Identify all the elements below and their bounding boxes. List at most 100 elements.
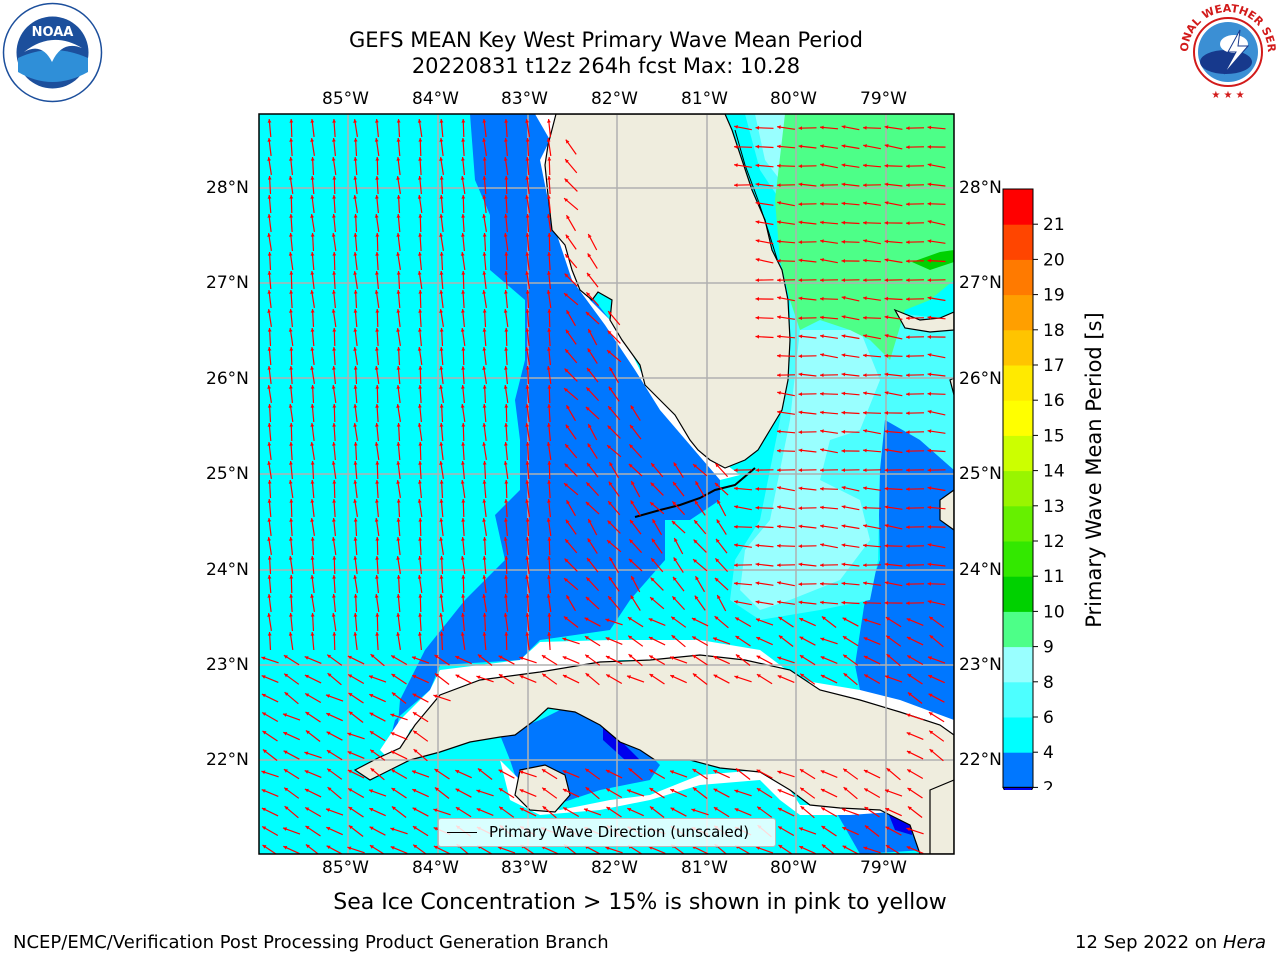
wave-arrow-head [353, 594, 358, 598]
wave-arrow-head [369, 675, 373, 679]
wave-arrow-head [906, 164, 910, 168]
wave-arrow-head [396, 423, 401, 427]
wave-arrow-head [375, 423, 379, 427]
wave-arrow-head [461, 157, 465, 161]
wave-arrow-head [525, 119, 529, 123]
wave-arrow-head [546, 214, 551, 218]
wave-arrow-head [347, 769, 352, 774]
lat-tick-left: 28°N [206, 178, 249, 198]
wave-arrow-head [672, 501, 677, 506]
wave-arrow-head [929, 730, 934, 735]
wave-arrow-head [461, 537, 465, 541]
wave-arrow-head [267, 404, 272, 408]
wave-arrow-head [929, 616, 934, 621]
wave-arrow-head [800, 787, 805, 792]
wave-arrow-head [503, 537, 508, 541]
wave-arrow-head [564, 578, 568, 582]
wave-arrow-head [841, 163, 846, 168]
wave-arrow-head [628, 463, 633, 468]
wave-arrow-head [820, 505, 824, 510]
wave-arrow-head [482, 499, 487, 503]
wave-arrow-head [374, 518, 379, 522]
wave-arrow-head [455, 788, 460, 793]
wave-arrow-head [777, 789, 782, 793]
lon-tick-bottom: 84°W [412, 858, 459, 878]
wave-arrow-head [390, 732, 395, 736]
wave-arrow-head [547, 575, 551, 579]
wave-arrow-head [348, 674, 353, 678]
wave-arrow-head [630, 500, 635, 505]
wave-arrow-head [841, 562, 846, 567]
noaa-logo-text: NOAA [32, 25, 74, 40]
wave-arrow-head [798, 600, 803, 605]
wave-arrow-head [841, 239, 846, 244]
wave-arrow-head [439, 119, 444, 123]
wave-arrow-head [800, 806, 805, 810]
wave-arrow-head [755, 562, 760, 567]
wave-arrow-head [353, 138, 358, 142]
wave-arrow-head [288, 252, 293, 256]
colorbar: 2 4 6 8 9 10 11 12 13 14 15 16 17 18 19 20 21 [1002, 188, 1065, 790]
wave-arrow-head [460, 252, 465, 256]
wave-arrow-head [734, 163, 738, 168]
wave-arrow-head [375, 328, 379, 332]
wave-arrow-head [482, 233, 487, 237]
wave-arrow-head [564, 293, 568, 297]
wave-arrow-head [587, 557, 591, 562]
colorbar-tick-label: 9 [1043, 638, 1054, 658]
wave-arrow-head [482, 309, 487, 313]
wave-arrow-head [547, 499, 551, 503]
wave-arrow-head [631, 481, 635, 485]
wave-arrow-head [906, 449, 910, 453]
wave-arrow-head [305, 712, 310, 716]
wave-arrow-head [885, 789, 889, 793]
wave-arrow-head [525, 632, 530, 636]
wave-arrow-head [562, 770, 567, 774]
wave-arrow-head [927, 163, 932, 167]
wave-arrow-head [353, 252, 358, 256]
wave-arrow-head [482, 271, 487, 275]
wave-arrow-head [353, 499, 357, 503]
wave-arrow-head [439, 556, 444, 560]
wave-arrow-head [777, 239, 781, 244]
wave-arrow-head [820, 239, 824, 244]
wave-arrow-head [777, 258, 781, 263]
wave-arrow-head [262, 749, 267, 754]
wave-arrow-head [353, 537, 358, 541]
wave-arrow-head [714, 577, 719, 582]
wave-arrow-head [412, 770, 416, 774]
wave-arrow-head [884, 333, 889, 338]
wave-arrow-head [310, 328, 315, 332]
wave-arrow-head [627, 617, 632, 621]
wave-arrow-head [519, 656, 524, 661]
wave-arrow-head [477, 654, 482, 659]
wave-arrow-head [777, 581, 781, 585]
wave-arrow-head [884, 221, 888, 225]
wave-arrow-head [267, 632, 272, 636]
wave-arrow-head [525, 442, 530, 446]
wave-arrow-head [755, 220, 760, 224]
wave-arrow-head [798, 544, 802, 548]
wave-arrow-head [546, 138, 551, 142]
wave-arrow-head [504, 480, 509, 484]
wave-arrow-head [692, 655, 697, 659]
wave-arrow-head [327, 787, 332, 791]
wave-arrow-head [348, 807, 353, 811]
wave-arrow-head [332, 176, 337, 180]
sea-ice-note: Sea Ice Concentration > 15% is shown in … [333, 890, 947, 915]
wave-arrow-head [757, 806, 762, 811]
wave-arrow-head [310, 480, 315, 484]
lon-tick-bottom: 82°W [591, 858, 638, 878]
wave-arrow-head [627, 675, 631, 679]
wave-arrow-head [267, 328, 272, 332]
wave-arrow-head [906, 240, 910, 244]
lat-tick-left: 27°N [206, 273, 249, 293]
wave-arrow-head [283, 769, 288, 773]
wave-arrow-head [863, 448, 867, 453]
wave-arrow-head [434, 655, 439, 659]
wave-arrow-head [332, 195, 336, 199]
wave-arrow-head [884, 391, 889, 395]
wave-arrow-head [305, 844, 310, 849]
wave-arrow-head [433, 808, 438, 813]
wave-arrow-head [777, 201, 781, 205]
